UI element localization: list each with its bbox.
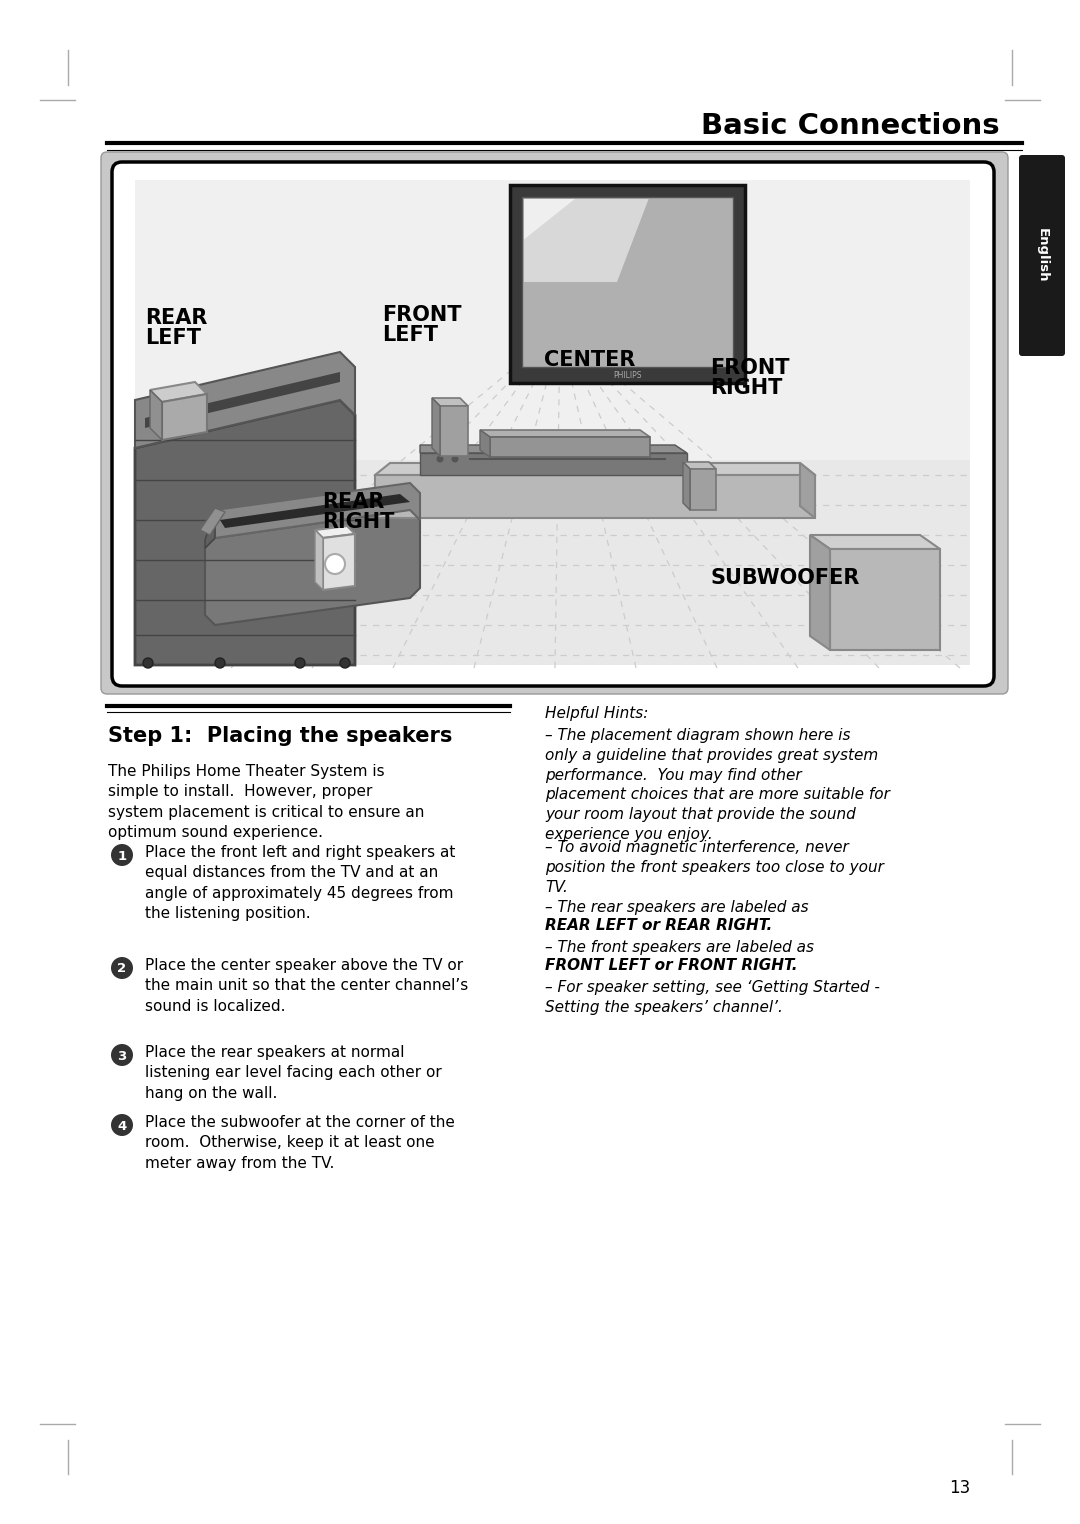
Text: CENTER: CENTER xyxy=(544,351,635,370)
Text: – The rear speakers are labeled as: – The rear speakers are labeled as xyxy=(545,901,809,914)
Text: Place the subwoofer at the corner of the
room.  Otherwise, keep it at least one
: Place the subwoofer at the corner of the… xyxy=(145,1116,455,1170)
FancyBboxPatch shape xyxy=(112,162,994,686)
Circle shape xyxy=(111,1114,133,1135)
Polygon shape xyxy=(480,430,490,457)
Text: REAR: REAR xyxy=(145,308,207,328)
Polygon shape xyxy=(480,430,650,437)
Text: 1: 1 xyxy=(118,849,126,863)
Circle shape xyxy=(111,957,133,978)
Polygon shape xyxy=(135,352,355,448)
Polygon shape xyxy=(150,390,162,440)
Polygon shape xyxy=(215,483,420,538)
Text: Place the rear speakers at normal
listening ear level facing each other or
hang : Place the rear speakers at normal listen… xyxy=(145,1045,442,1100)
Polygon shape xyxy=(524,200,649,282)
Polygon shape xyxy=(524,200,575,239)
Polygon shape xyxy=(375,475,815,518)
Circle shape xyxy=(436,456,444,462)
Text: SUBWOOFER: SUBWOOFER xyxy=(710,568,860,588)
Text: – To avoid magnetic interference, never
position the front speakers too close to: – To avoid magnetic interference, never … xyxy=(545,840,883,895)
FancyBboxPatch shape xyxy=(510,184,745,383)
Polygon shape xyxy=(135,399,355,664)
Text: 13: 13 xyxy=(949,1478,971,1497)
Text: English: English xyxy=(1036,229,1049,283)
Text: 4: 4 xyxy=(118,1120,126,1132)
Text: FRONT: FRONT xyxy=(382,305,461,325)
Polygon shape xyxy=(315,526,355,538)
Text: Place the front left and right speakers at
equal distances from the TV and at an: Place the front left and right speakers … xyxy=(145,844,456,920)
Polygon shape xyxy=(810,535,940,549)
Polygon shape xyxy=(800,463,815,518)
Polygon shape xyxy=(315,530,323,590)
Polygon shape xyxy=(831,549,940,651)
Bar xyxy=(522,197,733,367)
FancyBboxPatch shape xyxy=(102,152,1008,693)
FancyBboxPatch shape xyxy=(1020,155,1065,357)
Polygon shape xyxy=(690,469,716,511)
Polygon shape xyxy=(432,398,440,456)
Text: – The placement diagram shown here is
only a guideline that provides great syste: – The placement diagram shown here is on… xyxy=(545,728,890,841)
Circle shape xyxy=(295,658,305,668)
Polygon shape xyxy=(150,383,207,402)
Polygon shape xyxy=(220,494,410,527)
Circle shape xyxy=(325,555,345,575)
Polygon shape xyxy=(375,463,815,475)
Text: Place the center speaker above the TV or
the main unit so that the center channe: Place the center speaker above the TV or… xyxy=(145,959,469,1013)
Polygon shape xyxy=(135,460,970,664)
Text: – The front speakers are labeled as: – The front speakers are labeled as xyxy=(545,940,814,956)
Text: RIGHT: RIGHT xyxy=(710,378,782,398)
Circle shape xyxy=(111,1044,133,1065)
Polygon shape xyxy=(490,437,650,457)
Text: LEFT: LEFT xyxy=(145,328,201,347)
Text: Helpful Hints:: Helpful Hints: xyxy=(545,706,648,721)
Polygon shape xyxy=(323,533,355,590)
Text: FRONT LEFT or FRONT RIGHT.: FRONT LEFT or FRONT RIGHT. xyxy=(545,959,797,972)
Text: 2: 2 xyxy=(118,963,126,975)
Polygon shape xyxy=(145,372,340,428)
Polygon shape xyxy=(420,453,687,475)
Polygon shape xyxy=(162,395,207,440)
Circle shape xyxy=(451,456,459,462)
Text: REAR: REAR xyxy=(322,492,384,512)
Text: – For speaker setting, see ‘Getting Started -
Setting the speakers’ channel’.: – For speaker setting, see ‘Getting Star… xyxy=(545,980,880,1015)
Polygon shape xyxy=(683,462,690,511)
Circle shape xyxy=(215,658,225,668)
Polygon shape xyxy=(200,507,225,535)
Circle shape xyxy=(143,658,153,668)
Polygon shape xyxy=(432,398,468,405)
Polygon shape xyxy=(135,180,970,460)
Circle shape xyxy=(111,844,133,866)
Text: FRONT: FRONT xyxy=(710,358,789,378)
Text: Step 1:  Placing the speakers: Step 1: Placing the speakers xyxy=(108,725,453,747)
Text: PHILIPS: PHILIPS xyxy=(613,370,642,379)
Polygon shape xyxy=(440,405,468,456)
Polygon shape xyxy=(420,445,687,453)
Polygon shape xyxy=(810,535,831,651)
Polygon shape xyxy=(205,511,420,625)
Text: 3: 3 xyxy=(118,1050,126,1062)
Text: The Philips Home Theater System is
simple to install.  However, proper
system pl: The Philips Home Theater System is simpl… xyxy=(108,764,424,840)
Text: REAR LEFT or REAR RIGHT.: REAR LEFT or REAR RIGHT. xyxy=(545,917,772,933)
Text: RIGHT: RIGHT xyxy=(322,512,394,532)
Circle shape xyxy=(340,658,350,668)
Text: LEFT: LEFT xyxy=(382,325,438,344)
Polygon shape xyxy=(205,511,215,549)
Text: Basic Connections: Basic Connections xyxy=(701,111,999,140)
Polygon shape xyxy=(683,462,716,469)
